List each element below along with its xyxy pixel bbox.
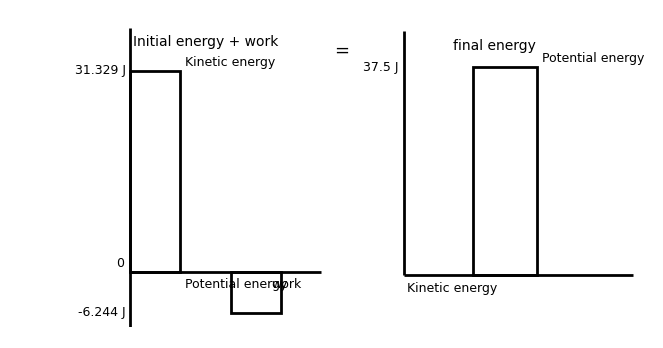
Text: -6.244 J: -6.244 J <box>78 306 126 319</box>
Text: Potential energy: Potential energy <box>542 52 644 65</box>
Bar <box>231 272 281 313</box>
Text: Initial energy + work: Initial energy + work <box>133 35 278 49</box>
Text: Kinetic energy: Kinetic energy <box>407 282 497 295</box>
Bar <box>130 71 180 272</box>
Text: =: = <box>334 42 349 60</box>
Text: Kinetic energy: Kinetic energy <box>186 56 276 69</box>
Text: 37.5 J: 37.5 J <box>363 61 398 74</box>
Text: 31.329 J: 31.329 J <box>75 64 126 77</box>
Text: work: work <box>271 278 301 291</box>
Text: final energy: final energy <box>453 39 536 53</box>
Text: 0: 0 <box>116 258 124 270</box>
Text: Potential energy: Potential energy <box>186 278 288 291</box>
Bar <box>473 67 537 275</box>
